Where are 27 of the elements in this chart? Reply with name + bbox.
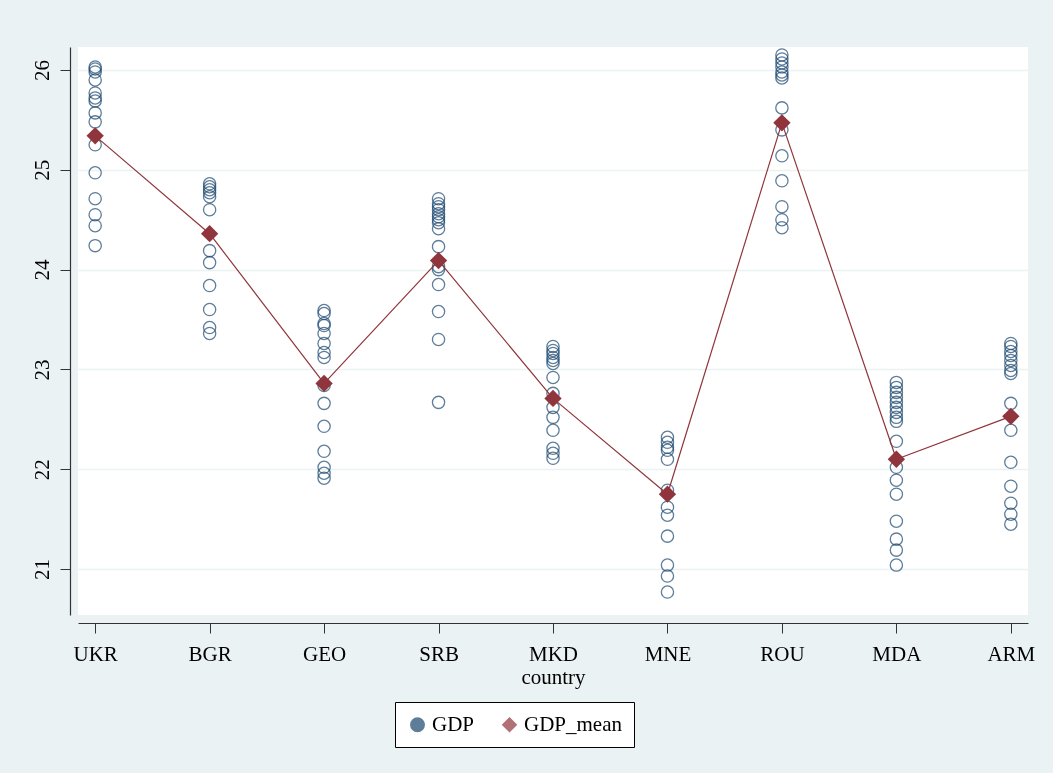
x-tick-label: UKR [73,641,118,666]
x-tick-label: ARM [987,641,1036,666]
point [887,450,906,468]
y-tick-label: 21 [29,559,54,581]
y-tick-label: 26 [29,59,54,81]
point [773,114,791,132]
x-axis-title: country [521,664,587,689]
legend-label: GDP [432,711,475,736]
y-tick-label: 23 [29,359,54,381]
y-tick-label: 25 [29,159,54,181]
point [658,485,677,503]
x-tick-label: ROU [760,641,805,666]
x-tick-label: GEO [303,641,347,666]
x-tick-label: MKD [528,641,579,666]
point [200,225,219,243]
point [544,389,562,408]
point [86,127,104,145]
x-tick-label: SRB [419,641,459,666]
y-tick-label: 24 [29,259,54,281]
x-tick-label: MNE [644,641,692,666]
x-tick-label: MDA [872,641,923,666]
point [429,251,448,270]
y-tick-label: 22 [29,459,54,481]
x-tick-label: BGR [188,641,232,666]
legend-label: GDP_mean [524,711,623,736]
point [1002,407,1020,426]
point [315,374,333,393]
